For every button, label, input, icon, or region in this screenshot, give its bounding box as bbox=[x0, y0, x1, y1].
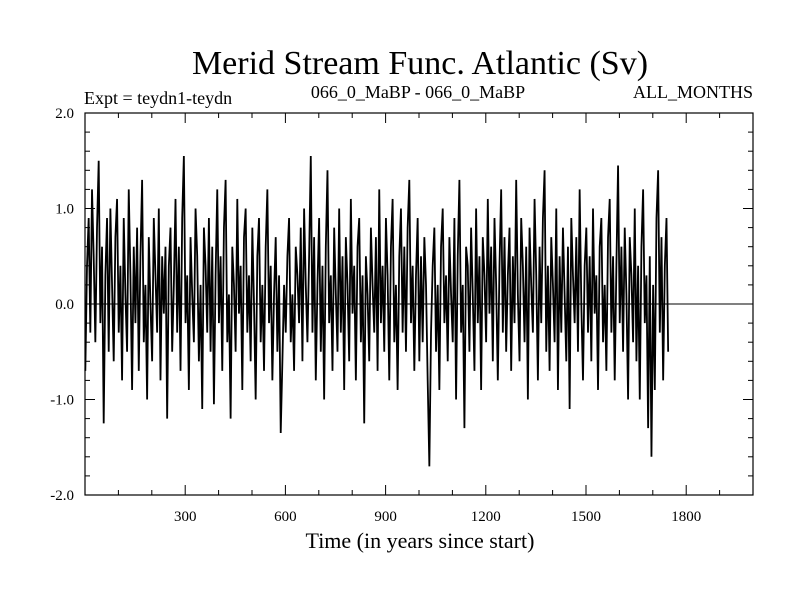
y-tick-label: -2.0 bbox=[50, 488, 74, 504]
y-tick-label: 2.0 bbox=[55, 106, 74, 122]
chart-title: Merid Stream Func. Atlantic (Sv) bbox=[192, 45, 648, 82]
x-tick-label: 1800 bbox=[671, 509, 701, 525]
experiment-label: Expt = teydn1-teydn bbox=[84, 88, 232, 108]
x-tick-label: 1200 bbox=[471, 509, 501, 525]
y-tick-label: -1.0 bbox=[50, 393, 74, 409]
period-label: 066_0_MaBP - 066_0_MaBP bbox=[311, 82, 525, 102]
x-tick-label: 300 bbox=[174, 509, 197, 525]
series-line-0 bbox=[84, 155, 670, 467]
y-tick-label: 1.0 bbox=[55, 202, 74, 218]
plot-area: 300 600 900 1200 1500 1800 -2.0 -1.0 0.0 1.0 2.0 bbox=[50, 106, 754, 525]
x-tick-label: 1500 bbox=[571, 509, 601, 525]
x-tick-label: 900 bbox=[374, 509, 397, 525]
x-tick-label: 600 bbox=[274, 509, 297, 525]
x-axis-label: Time (in years since start) bbox=[306, 528, 535, 553]
months-label: ALL_MONTHS bbox=[633, 82, 753, 102]
y-tick-label: 0.0 bbox=[55, 297, 74, 313]
